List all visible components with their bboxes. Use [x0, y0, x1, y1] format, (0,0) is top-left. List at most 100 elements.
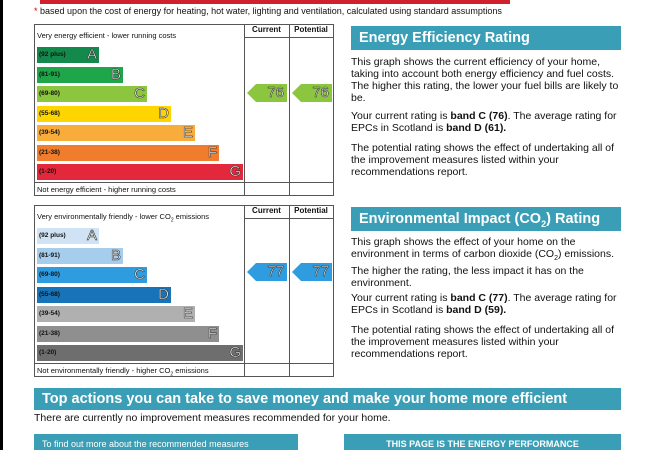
current-column-header: Current	[252, 25, 281, 34]
environmental-impact-chart: Current Potential Very environmentally f…	[34, 205, 334, 378]
chart-top-caption: Very environmentally friendly - lower CO…	[37, 212, 209, 224]
caption-text: Not environmentally friendly - higher CO	[37, 366, 171, 375]
rating-band-f: (21-38) F	[37, 324, 219, 342]
environment-panel-paragraph-1: This graph shows the effect of your home…	[351, 236, 623, 289]
average-band-text: band D (61).	[446, 122, 507, 134]
potential-column-divider	[289, 25, 290, 195]
band-letter: F	[207, 324, 218, 342]
rating-band-c: (69-80) C	[37, 266, 147, 284]
environment-panel-paragraph-3: The potential rating shows the effect of…	[351, 324, 615, 360]
rating-band-e: (39-54) E	[37, 305, 195, 323]
current-column-header: Current	[252, 206, 281, 215]
band-letter: F	[207, 143, 218, 161]
text-subscript: 2	[554, 255, 558, 263]
text-run: This graph shows the effect of your home…	[351, 236, 576, 260]
footnote-star: *	[34, 6, 38, 16]
band-range-label: (21-38)	[39, 148, 60, 156]
title-subscript: 2	[541, 218, 547, 229]
current-column-divider	[244, 25, 245, 195]
potential-rating-value: 76	[312, 84, 329, 102]
band-range-label: (69-80)	[39, 271, 60, 278]
rating-band-f: (21-38) F	[37, 143, 219, 161]
potential-column-header: Potential	[294, 206, 328, 215]
energy-performance-box: THIS PAGE IS THE ENERGY PERFORMANCE	[344, 434, 621, 450]
potential-rating-arrow: 77	[292, 263, 332, 281]
caption-text-end: emissions	[173, 212, 210, 221]
rating-band-b: (81-91) B	[37, 246, 123, 264]
find-out-more-box: To find out more about the recommended m…	[34, 434, 298, 450]
chart-bottom-caption: Not environmentally friendly - higher CO…	[37, 366, 209, 378]
band-letter: D	[158, 104, 169, 122]
band-range-label: (92 plus)	[39, 51, 66, 58]
energy-panel-paragraph-2: Your current rating is band C (76). The …	[351, 110, 623, 134]
potential-arrow-shape	[292, 263, 332, 281]
footnote-text: based upon the cost of energy for heatin…	[40, 6, 502, 16]
rating-band-a: (92 plus) A	[37, 46, 99, 64]
current-band-text: band C (77)	[450, 292, 508, 304]
rating-band-b: (81-91) B	[37, 65, 123, 83]
caption-text: Very environmentally friendly - lower CO	[37, 212, 171, 221]
text-run: . The average rating for EPCs in Scotlan…	[351, 110, 617, 134]
title-text: Environmental Impact (CO	[359, 211, 542, 227]
band-range-label: (39-54)	[39, 129, 60, 136]
header-accent-bar	[40, 0, 510, 4]
page-edge	[0, 0, 3, 450]
band-range-label: (81-91)	[39, 251, 60, 259]
band-letter: G	[229, 344, 241, 362]
caption-text-end: emissions	[173, 366, 209, 375]
band-letter: B	[110, 246, 122, 264]
environment-panel-title: Environmental Impact (CO2) Rating	[351, 207, 621, 231]
potential-rating-arrow: 76	[292, 84, 332, 102]
footer-divider	[35, 363, 333, 364]
text-run: ) emissions. The higher the rating, the …	[351, 248, 615, 290]
footnote: * based upon the cost of energy for heat…	[34, 6, 502, 16]
band-range-label: (1-20)	[39, 168, 57, 175]
chart-top-caption: Very energy efficient - lower running co…	[37, 31, 177, 40]
band-range-label: (55-68)	[39, 109, 60, 117]
potential-column-header: Potential	[294, 25, 328, 34]
current-rating-value: 76	[267, 84, 284, 102]
average-band-text: band D (59).	[446, 304, 507, 316]
potential-column-divider	[289, 206, 290, 376]
current-arrow-shape	[247, 263, 287, 281]
energy-panel-paragraph-3: The potential rating shows the effect of…	[351, 142, 615, 178]
band-letter: D	[158, 285, 169, 303]
rating-band-a: (92 plus) A	[37, 227, 99, 244]
band-range-label: (55-68)	[39, 290, 60, 298]
current-column-divider	[244, 206, 245, 376]
title-text-end: ) Rating	[546, 211, 601, 227]
text-run: . The average rating for EPCs in Scotlan…	[351, 292, 617, 316]
rating-band-d: (55-68) D	[37, 104, 171, 122]
band-letter: B	[110, 65, 122, 83]
current-rating-value: 77	[267, 263, 284, 281]
energy-efficiency-chart: Current Potential Very energy efficient …	[34, 24, 334, 196]
potential-arrow-shape	[292, 84, 332, 102]
band-letter: C	[134, 266, 145, 284]
band-range-label: (69-80)	[39, 90, 60, 97]
current-band-text: band C (76)	[450, 110, 508, 122]
rating-band-g: (1-20) G	[37, 344, 243, 362]
environment-panel-paragraph-2: Your current rating is band C (77). The …	[351, 292, 623, 316]
text-run: Your current rating is	[351, 110, 451, 122]
top-actions-heading: Top actions you can take to save money a…	[34, 388, 621, 410]
current-rating-arrow: 77	[247, 263, 287, 281]
chart-bottom-caption: Not energy efficient - higher running co…	[37, 185, 176, 194]
current-rating-arrow: 76	[247, 84, 287, 102]
footer-divider	[35, 182, 333, 183]
potential-rating-value: 77	[312, 263, 329, 281]
band-letter: E	[182, 305, 194, 323]
band-range-label: (21-38)	[39, 329, 60, 337]
header-divider	[244, 218, 333, 219]
text-run: Your current rating is	[351, 292, 451, 304]
rating-band-g: (1-20) G	[37, 163, 243, 180]
band-range-label: (81-91)	[39, 70, 60, 78]
band-letter: A	[86, 46, 98, 64]
no-measures-text: There are currently no improvement measu…	[34, 412, 391, 424]
band-range-label: (92 plus)	[39, 232, 66, 239]
current-arrow-shape	[247, 84, 287, 102]
rating-band-d: (55-68) D	[37, 285, 171, 303]
band-letter: C	[134, 85, 145, 103]
band-letter: E	[182, 124, 194, 142]
energy-panel-title: Energy Efficiency Rating	[351, 26, 621, 50]
header-divider	[244, 37, 333, 38]
